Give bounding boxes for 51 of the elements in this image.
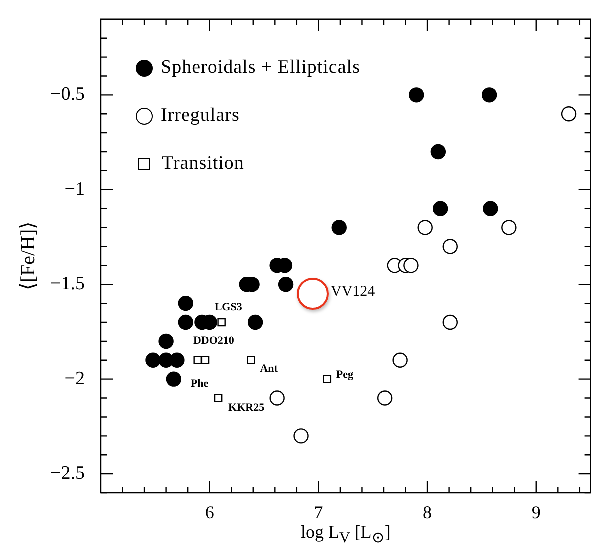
point — [442, 314, 458, 330]
point — [166, 372, 182, 387]
point — [248, 314, 264, 330]
annotation: Phe — [190, 378, 209, 390]
annotation: VV124 — [331, 284, 376, 302]
point — [247, 356, 256, 365]
y-tick-label: −1 — [64, 178, 85, 200]
point — [218, 318, 226, 327]
y-tick-label: −2.5 — [50, 463, 85, 484]
x-tick-label: 6 — [205, 502, 214, 523]
point — [418, 220, 433, 236]
annotation: KKR25 — [228, 402, 266, 414]
point — [201, 356, 210, 365]
point — [178, 296, 194, 312]
point — [158, 334, 174, 350]
annotation: Ant — [260, 363, 278, 376]
x-tick-label: 7 — [314, 502, 324, 523]
legend-label: Transition — [162, 153, 244, 176]
point — [430, 144, 446, 160]
point — [377, 390, 393, 406]
annotation: Peg — [336, 369, 354, 382]
point — [170, 352, 185, 368]
y-axis-title: ⟨[Fe/H]⟩ — [16, 222, 40, 291]
point — [270, 390, 285, 406]
legend-label: Irregulars — [161, 105, 240, 128]
x-axis-title: log L$_{V}$ [L$_{⊙}$] — [300, 522, 392, 549]
point — [502, 220, 517, 236]
point — [214, 394, 223, 402]
point — [409, 88, 424, 103]
x-tick-label: 9 — [532, 502, 541, 523]
point — [146, 352, 161, 368]
point — [294, 428, 309, 444]
annotation: LGS3 — [214, 301, 243, 314]
point — [483, 201, 498, 216]
annotation: DDO210 — [193, 335, 235, 348]
point — [323, 375, 332, 384]
x-tick-label: 8 — [423, 502, 432, 523]
point — [432, 201, 448, 216]
point — [194, 356, 202, 365]
point — [392, 352, 408, 368]
y-tick-label: −0.5 — [50, 84, 85, 106]
point — [561, 106, 577, 122]
point — [442, 239, 458, 254]
point — [332, 220, 347, 236]
point — [404, 258, 419, 274]
y-tick-label: −1.5 — [50, 274, 85, 295]
y-tick-label: −2 — [64, 368, 85, 390]
point — [278, 277, 294, 292]
point — [482, 88, 498, 103]
legend-label: Spheroidals + Ellipticals — [161, 57, 360, 80]
point — [178, 314, 194, 330]
